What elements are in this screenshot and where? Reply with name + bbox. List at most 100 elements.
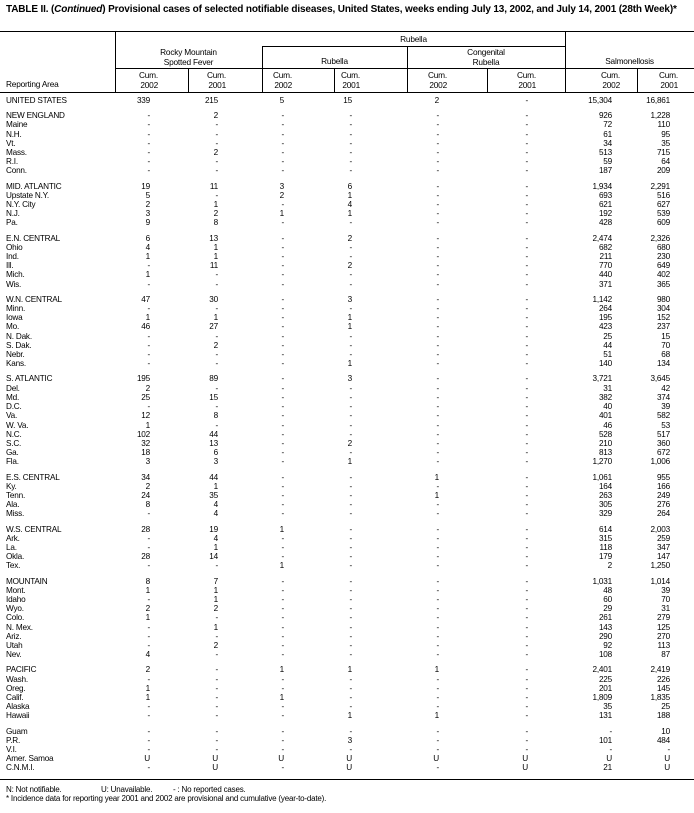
cum-year-header: Cum. 2002 — [262, 70, 292, 90]
cum-year-header: Cum. 2001 — [637, 70, 678, 90]
value-cell: - — [525, 481, 528, 491]
value-cell: - — [215, 129, 218, 139]
value-cell: - — [436, 190, 439, 200]
value-cell: 4 — [347, 200, 353, 210]
value-cell: - — [215, 359, 218, 369]
value-cell: - — [349, 650, 352, 660]
table-row: Nev. 4 - - - - - 108 87 — [0, 650, 694, 659]
value-cell: - — [349, 631, 352, 641]
value-cell: - — [525, 702, 528, 712]
value-cell: - — [525, 190, 528, 200]
value-cell: - — [349, 429, 352, 439]
value-cell: - — [436, 631, 439, 641]
value-cell: 1 — [434, 665, 440, 675]
value-cell: - — [215, 138, 218, 148]
reporting-area-cell: Wis. — [6, 279, 22, 289]
value-cell: 40 — [603, 402, 612, 412]
reporting-area-cell: Md. — [6, 392, 20, 402]
table-row: N.C. 102 44 - - - - 528 517 — [0, 430, 694, 439]
value-cell: - — [281, 726, 284, 736]
value-cell: - — [215, 650, 218, 660]
value-cell: 1 — [213, 200, 219, 210]
value-cell: 2 — [145, 665, 151, 675]
value-cell: 582 — [656, 411, 670, 421]
value-cell: - — [525, 304, 528, 314]
reporting-area-cell: La. — [6, 542, 17, 552]
table-row: La. - 1 - - - - 118 347 — [0, 543, 694, 552]
value-cell: - — [436, 683, 439, 693]
table-row: PACIFIC 2 - 1 1 1 - 2,401 2,419 — [0, 665, 694, 674]
reporting-area-cell: Wyo. — [6, 604, 24, 614]
value-cell: 101 — [598, 735, 612, 745]
value-cell: 118 — [599, 542, 613, 552]
value-cell: - — [525, 111, 528, 121]
value-cell: 12 — [141, 411, 150, 421]
table-row: Wis. - - - - - - 371 365 — [0, 280, 694, 289]
value-cell: 1 — [145, 585, 151, 595]
table-row: D.C. - - - - - - 40 39 — [0, 402, 694, 411]
value-cell: - — [436, 552, 439, 562]
table-row: MID. ATLANTIC 19 11 3 6 - - 1,934 2,291 — [0, 182, 694, 191]
value-cell: 44 — [209, 472, 218, 482]
value-cell: - — [436, 111, 439, 121]
value-cell: - — [525, 692, 528, 702]
value-cell: - — [525, 613, 528, 623]
value-cell: 2 — [145, 481, 151, 491]
value-cell: - — [525, 218, 528, 228]
value-cell: 59 — [603, 157, 612, 167]
reporting-area-cell: Ky. — [6, 481, 17, 491]
value-cell: - — [436, 157, 439, 167]
value-cell: - — [525, 448, 528, 458]
value-cell: - — [349, 331, 352, 341]
reporting-area-cell: Pa. — [6, 218, 18, 228]
reporting-area-cell: Ohio — [6, 242, 23, 252]
value-cell: 1 — [434, 490, 440, 500]
reporting-area-cell: P.R. — [6, 735, 21, 745]
value-cell: - — [436, 763, 439, 773]
value-cell: - — [349, 242, 352, 252]
value-cell: - — [349, 500, 352, 510]
value-cell: - — [525, 209, 528, 219]
value-cell: - — [281, 279, 284, 289]
value-cell: - — [281, 322, 284, 332]
reporting-area-cell: Ark. — [6, 533, 20, 543]
table-row: Mo. 46 27 - 1 - - 423 237 — [0, 322, 694, 331]
value-cell: 539 — [656, 209, 670, 219]
table-row: Ill. - 11 - 2 - - 770 649 — [0, 261, 694, 270]
value-cell: - — [436, 218, 439, 228]
value-cell: 1,250 — [650, 561, 671, 571]
value-cell: - — [147, 711, 150, 721]
value-cell: 672 — [656, 448, 670, 458]
value-cell: - — [281, 576, 284, 586]
value-cell: - — [525, 576, 528, 586]
value-cell: - — [281, 457, 284, 467]
value-cell: 1 — [213, 313, 219, 323]
value-cell: - — [436, 322, 439, 332]
value-cell: - — [436, 457, 439, 467]
value-cell: - — [436, 448, 439, 458]
value-cell: 7 — [213, 576, 219, 586]
value-cell: - — [436, 252, 439, 262]
table-row: Md. 25 15 - - - - 382 374 — [0, 393, 694, 402]
table-row: Oreg. 1 - - - - - 201 145 — [0, 684, 694, 693]
value-cell: - — [436, 692, 439, 702]
reporting-area-cell: R.I. — [6, 157, 18, 167]
value-cell: - — [349, 490, 352, 500]
value-cell: - — [436, 411, 439, 421]
reporting-area-cell: MOUNTAIN — [6, 576, 48, 586]
value-cell: - — [349, 252, 352, 262]
value-cell: - — [436, 233, 439, 243]
value-cell: - — [281, 383, 284, 393]
value-cell: U — [212, 763, 218, 773]
value-cell: - — [525, 157, 528, 167]
table-row: Maine - - - - - - 72 110 — [0, 120, 694, 129]
value-cell: 2,401 — [592, 665, 613, 675]
reporting-area-cell: Del. — [6, 383, 20, 393]
reporting-area-cell: Wash. — [6, 674, 28, 684]
value-cell: 95 — [661, 129, 670, 139]
value-cell: U — [522, 754, 528, 764]
value-cell: - — [349, 533, 352, 543]
value-cell: - — [215, 613, 218, 623]
value-cell: - — [349, 218, 352, 228]
table-row: Vt. - - - - - - 34 35 — [0, 139, 694, 148]
